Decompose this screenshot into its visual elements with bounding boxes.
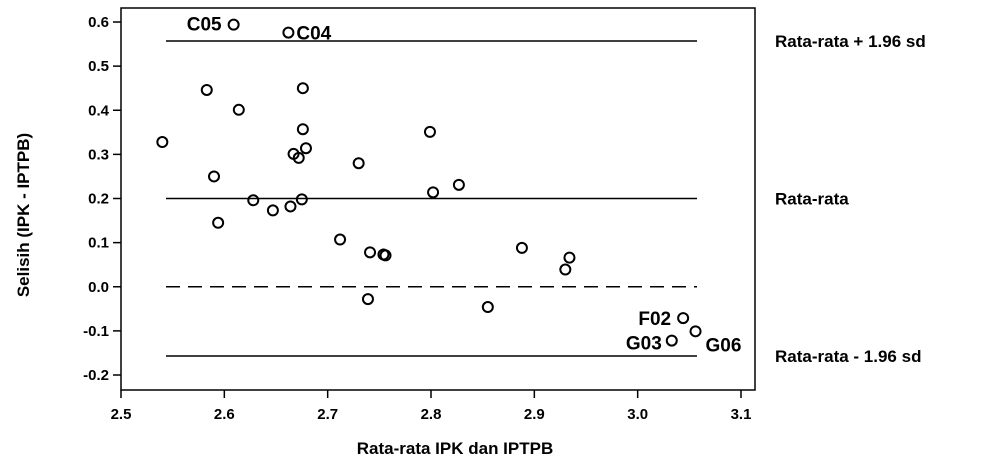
point-label: C04 xyxy=(296,24,331,45)
point-labels: C05 C04 G03 F02 G06 xyxy=(187,15,742,357)
y-tick-label: -0.1 xyxy=(83,323,109,340)
point-label: G06 xyxy=(706,335,742,356)
x-tick-label: 3.1 xyxy=(731,406,752,423)
y-tick-label: 0.2 xyxy=(88,191,109,208)
data-point xyxy=(232,103,245,116)
data-point xyxy=(296,82,309,95)
data-point xyxy=(361,293,374,306)
point-label: G03 xyxy=(626,334,662,355)
y-tick-label: 0.3 xyxy=(88,146,109,163)
point-label: C05 xyxy=(187,15,222,36)
data-point xyxy=(423,125,436,138)
data-point xyxy=(200,83,213,96)
data-point xyxy=(427,186,440,199)
data-point xyxy=(227,18,240,31)
x-axis-title: Rata-rata IPK dan IPTPB xyxy=(357,439,554,458)
data-point xyxy=(299,142,312,155)
data-point xyxy=(156,136,169,149)
data-point xyxy=(481,301,494,314)
reference-line-label: Rata-rata xyxy=(775,190,849,209)
data-point xyxy=(292,151,305,164)
data-point xyxy=(247,194,260,207)
data-point xyxy=(665,334,678,347)
y-axis: 0.6 0.5 0.4 0.3 0.2 0.1 0.0 -0.1 -0.2 xyxy=(83,14,121,384)
x-tick-label: 2.7 xyxy=(317,406,338,423)
data-point xyxy=(284,200,297,213)
y-tick-label: 0.1 xyxy=(88,235,109,252)
x-tick-label: 3.0 xyxy=(627,406,648,423)
reference-lines: Rata-rata + 1.96 sd Rata-rata Rata-rata - … xyxy=(166,32,926,366)
data-point xyxy=(379,249,392,262)
data-point xyxy=(212,216,225,229)
data-point xyxy=(689,325,702,338)
data-point xyxy=(563,251,576,264)
point-label: F02 xyxy=(638,309,671,330)
y-tick-label: 0.6 xyxy=(88,14,109,31)
y-tick-label: 0.4 xyxy=(88,102,110,119)
x-tick-label: 2.9 xyxy=(524,406,545,423)
data-point xyxy=(296,123,309,136)
x-axis: 2.5 2.6 2.7 2.8 2.9 3.0 3.1 xyxy=(111,390,752,423)
y-tick-label: -0.2 xyxy=(83,367,109,384)
data-point xyxy=(559,263,572,276)
data-point xyxy=(452,178,465,191)
reference-line-label: Rata-rata - 1.96 sd xyxy=(775,347,921,366)
data-points xyxy=(156,18,702,347)
data-point xyxy=(266,204,279,217)
x-tick-label: 2.8 xyxy=(421,406,442,423)
data-point xyxy=(295,193,308,206)
reference-line-label: Rata-rata + 1.96 sd xyxy=(775,32,926,51)
data-point xyxy=(352,157,365,170)
data-point xyxy=(208,170,220,183)
data-point xyxy=(515,241,528,254)
x-tick-label: 2.5 xyxy=(111,406,132,423)
y-axis-title: Selisih (IPK - IPTPB) xyxy=(14,133,33,297)
data-point xyxy=(334,233,347,246)
x-tick-label: 2.6 xyxy=(214,406,235,423)
data-point xyxy=(282,26,295,39)
y-tick-label: 0.5 xyxy=(88,58,109,75)
y-tick-label: 0.0 xyxy=(88,279,109,296)
data-point xyxy=(364,246,377,259)
data-point xyxy=(677,312,690,325)
